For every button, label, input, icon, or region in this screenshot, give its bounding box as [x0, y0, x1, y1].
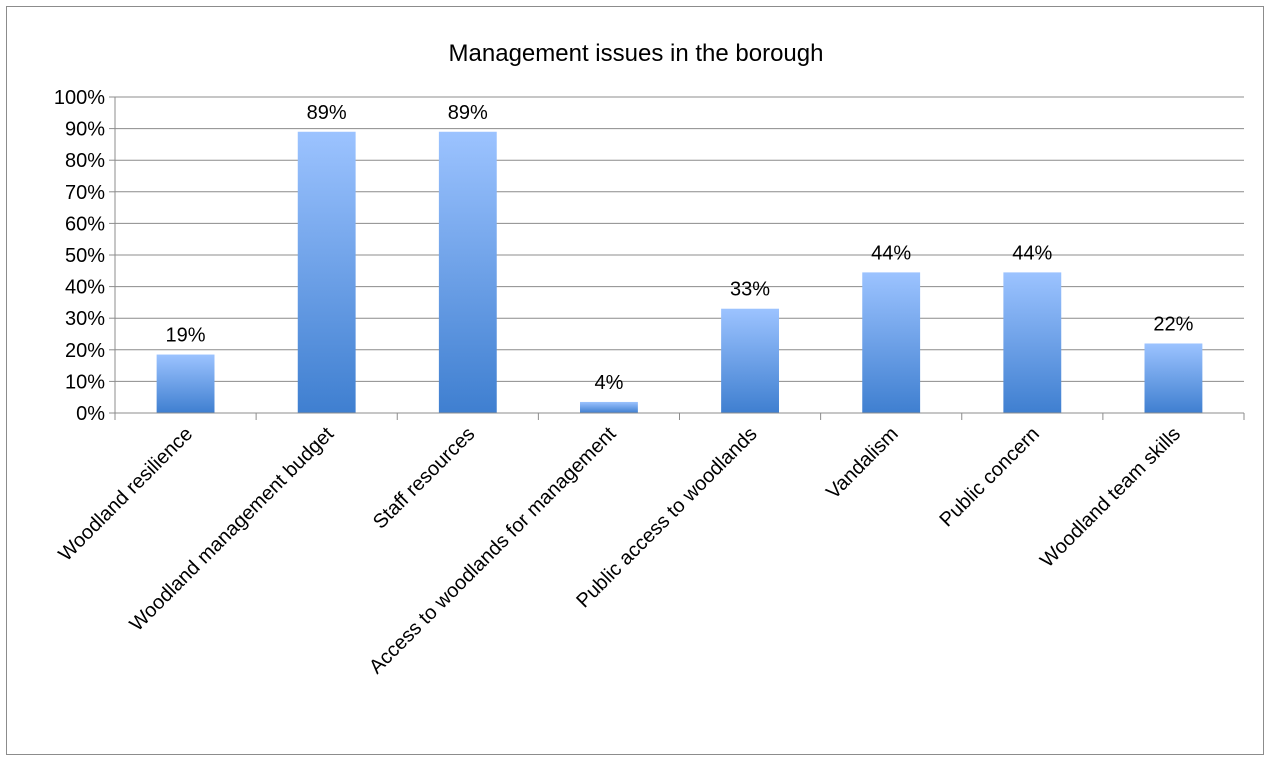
data-label: 44%	[871, 242, 911, 264]
chart-title: Management issues in the borough	[449, 40, 824, 67]
bar	[1144, 343, 1203, 413]
y-tick-label: 10%	[65, 371, 105, 393]
bar	[156, 354, 215, 413]
data-label: 4%	[594, 372, 623, 394]
axes	[114, 97, 1245, 420]
bar	[580, 401, 638, 413]
bars	[156, 131, 1203, 413]
y-tick-label: 70%	[65, 182, 105, 204]
gridlines	[115, 96, 1244, 382]
y-axis-ticks: 0% 10% 20% 30% 40% 50% 60% 70% 80% 90% 100%	[54, 87, 115, 425]
x-category-label: Public concern	[936, 423, 1044, 531]
bar	[1003, 272, 1062, 413]
bar	[438, 131, 497, 413]
bar	[297, 131, 356, 413]
chart-frame: Management issues in the borough 0% 10% 20…	[6, 6, 1264, 755]
data-labels: 19% 89% 89% 4% 33% 44% 44% 22%	[166, 102, 1194, 394]
x-category-label: Staff resources	[369, 423, 479, 533]
bar	[721, 308, 779, 413]
bar-chart: Management issues in the borough 0% 10% 20…	[54, 40, 1245, 679]
y-tick-label: 90%	[65, 119, 105, 141]
y-tick-label: 20%	[65, 340, 105, 362]
y-tick-label: 50%	[65, 245, 105, 267]
y-tick-label: 40%	[65, 277, 105, 299]
data-label: 33%	[730, 279, 770, 301]
y-tick-label: 30%	[65, 308, 105, 330]
y-tick-label: 0%	[76, 403, 105, 425]
data-label: 44%	[1012, 242, 1052, 264]
x-category-label: Woodland team skills	[1036, 423, 1185, 572]
x-category-label: Woodland resilience	[54, 423, 197, 566]
data-label: 89%	[307, 102, 347, 124]
y-tick-label: 100%	[54, 87, 105, 109]
data-label: 19%	[166, 325, 206, 347]
y-tick-label: 60%	[65, 213, 105, 235]
data-label: 89%	[448, 102, 488, 124]
data-label: 22%	[1153, 313, 1193, 335]
bar	[862, 272, 921, 413]
x-category-label: Access to woodlands for management	[365, 423, 621, 679]
x-category-label: Vandalism	[822, 423, 903, 504]
y-tick-label: 80%	[65, 150, 105, 172]
